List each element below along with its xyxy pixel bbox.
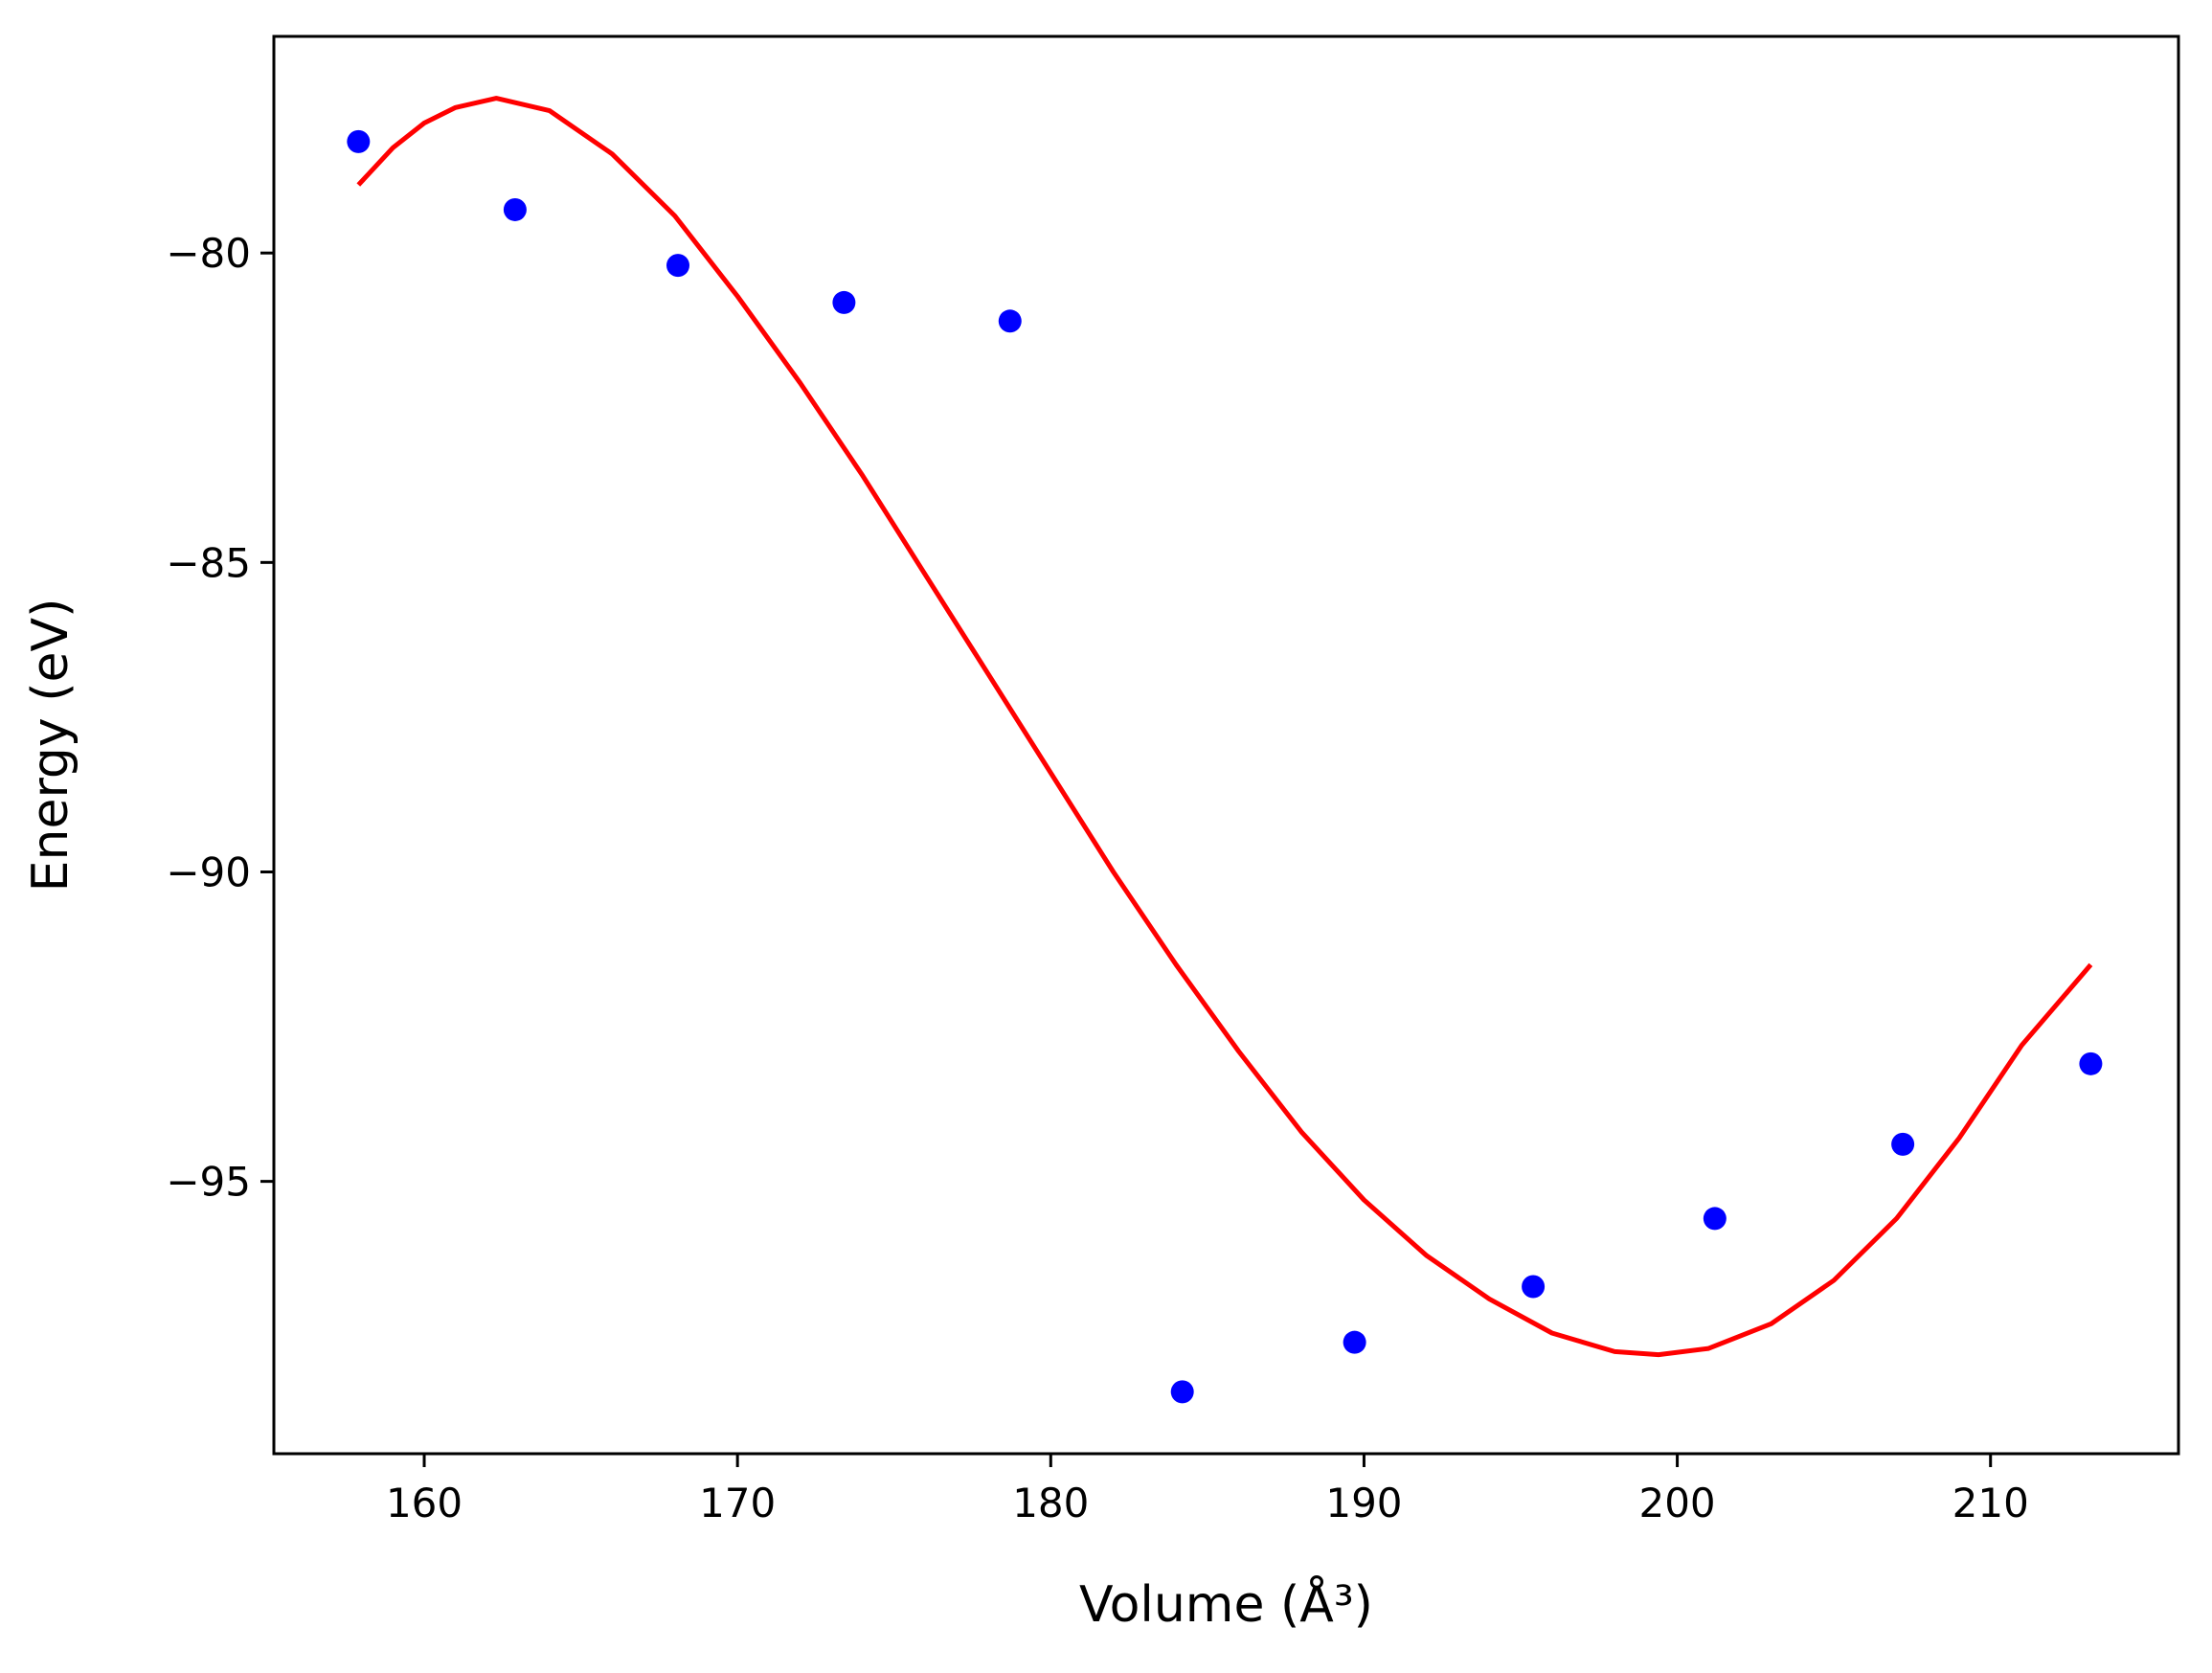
data-point (347, 129, 371, 153)
x-tick-label: 210 (1952, 1480, 2029, 1526)
x-tick-label: 160 (386, 1480, 463, 1526)
y-tick-label: −95 (166, 1159, 251, 1206)
y-axis-label: Energy (eV) (22, 599, 79, 893)
x-tick-label: 190 (1325, 1480, 1402, 1526)
y-tick-label: −80 (166, 230, 251, 277)
x-axis-ticks: 160 170 180 190 200 210 (386, 1454, 2029, 1526)
data-point (1343, 1330, 1366, 1354)
axes-frame (272, 34, 2180, 1456)
x-axis-label: Volume (Å³) (1079, 1574, 1373, 1634)
data-point (2079, 1051, 2103, 1075)
data-point (1703, 1207, 1727, 1231)
data-point (1170, 1380, 1194, 1404)
y-tick-label: −90 (166, 848, 251, 895)
data-point (1522, 1275, 1546, 1299)
fit-curve (356, 96, 2093, 1358)
data-point (666, 254, 690, 278)
data-point (832, 290, 856, 314)
data-point (503, 197, 527, 221)
data-point (998, 309, 1022, 333)
x-tick-label: 200 (1638, 1480, 1715, 1526)
y-axis-ticks: −95 −90 −85 −80 (166, 230, 274, 1206)
y-tick-label: −85 (166, 539, 251, 586)
plot-area (347, 96, 2103, 1404)
x-tick-label: 170 (699, 1480, 776, 1526)
data-point (1891, 1132, 1915, 1156)
x-tick-label: 180 (1012, 1480, 1089, 1526)
